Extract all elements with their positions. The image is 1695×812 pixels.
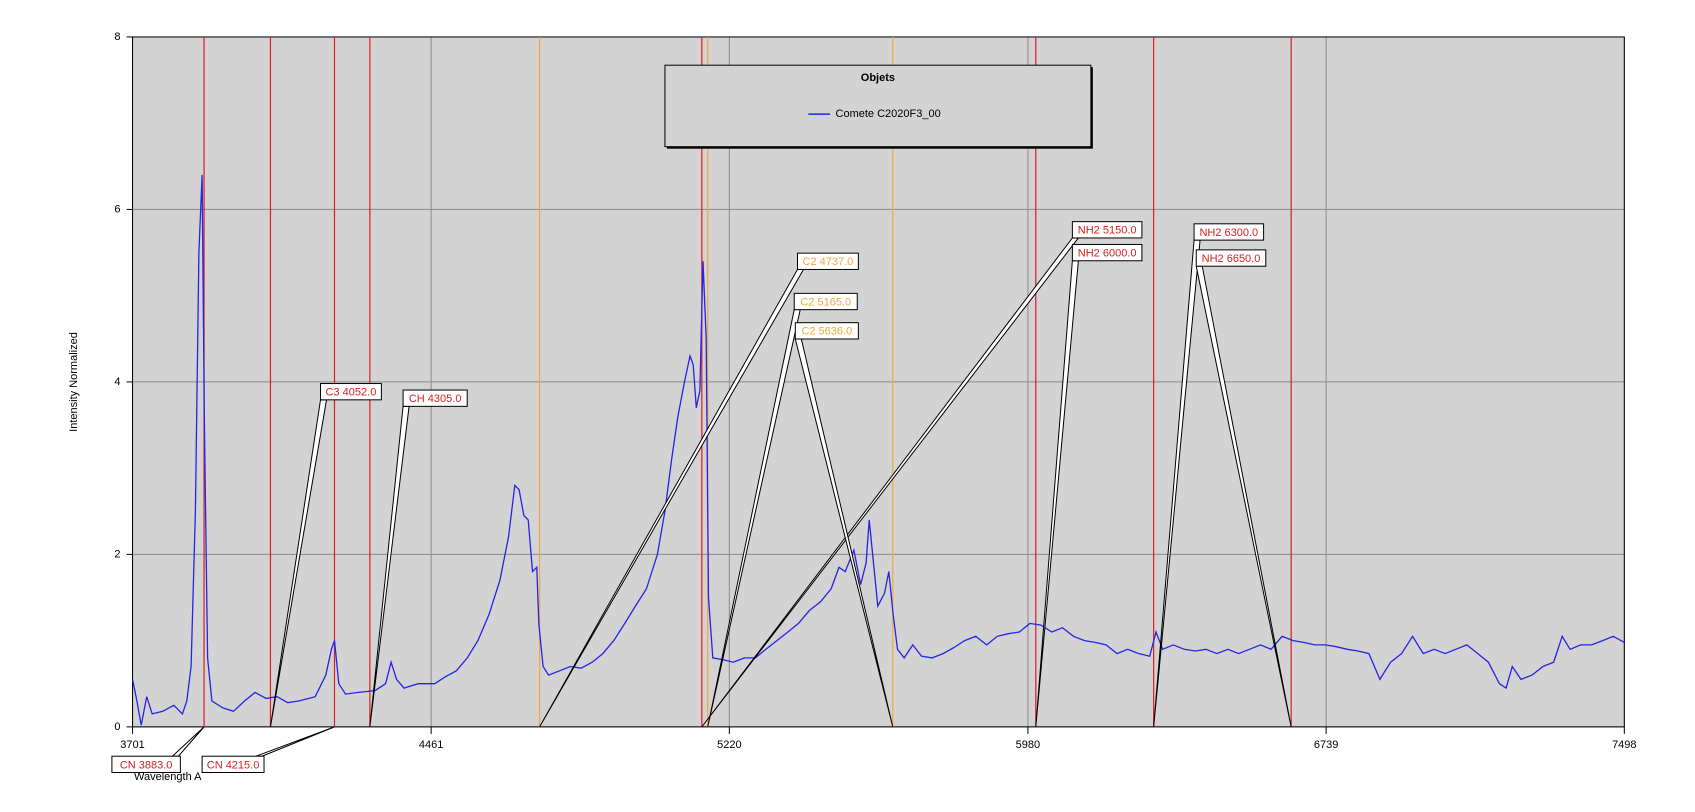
y-tick-label: 4 [114, 376, 120, 388]
x-axis-label: Wavelength A [134, 771, 202, 783]
callout-line [255, 726, 335, 757]
callout-box [402, 389, 468, 407]
marker-label: CN 3883.0 [120, 759, 173, 771]
series-line [131, 174, 1625, 726]
callout-box [793, 292, 858, 311]
marker-label: NH2 6650.0 [1202, 253, 1261, 265]
callout-box [1071, 221, 1143, 239]
callout-line [171, 726, 205, 757]
marker-label: NH2 5150.0 [1078, 225, 1137, 237]
legend [664, 64, 1092, 148]
marker-label: CH 4305.0 [409, 393, 462, 405]
legend-label: Comete C2020F3_00 [836, 108, 941, 120]
x-tick-label: 5220 [717, 739, 741, 751]
callout-box [320, 383, 382, 401]
marker-label: NH2 6300.0 [1199, 227, 1258, 239]
y-axis-label: Intensity Normalized [68, 332, 80, 432]
callout-box [111, 755, 181, 774]
x-tick-label: 7498 [1612, 739, 1636, 751]
plot-border [132, 36, 1625, 728]
legend-title: Objets [861, 72, 895, 84]
callout-box [201, 755, 265, 774]
x-tick-label: 3701 [120, 739, 144, 751]
x-tick-label: 4461 [419, 739, 443, 751]
marker-label: C3 4052.0 [326, 387, 377, 399]
callout-box [794, 322, 859, 340]
callout-box [1193, 223, 1265, 241]
callout-box [796, 252, 859, 270]
x-tick-label: 5980 [1016, 739, 1040, 751]
y-tick-label: 0 [114, 721, 120, 733]
y-tick-label: 6 [114, 203, 120, 215]
callout-box [1195, 249, 1267, 267]
callout-box [1071, 243, 1143, 262]
marker-label: C2 5636.0 [801, 326, 852, 338]
marker-label: CN 4215.0 [207, 759, 260, 771]
y-tick-label: 8 [114, 31, 120, 43]
y-tick-label: 2 [114, 548, 120, 560]
x-tick-label: 6739 [1314, 739, 1338, 751]
marker-label: NH2 6000.0 [1078, 248, 1137, 260]
marker-label: C2 4737.0 [803, 256, 854, 268]
marker-label: C2 5165.0 [800, 296, 851, 308]
